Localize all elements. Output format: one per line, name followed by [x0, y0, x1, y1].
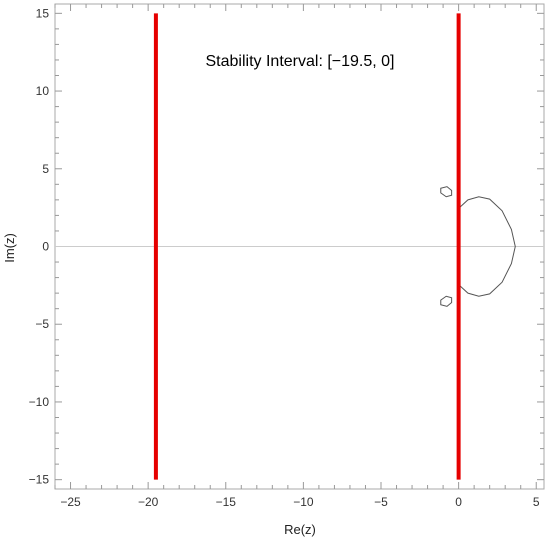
stability-contour-0 — [458, 196, 516, 297]
x-tick-label: −15 — [216, 495, 237, 509]
y-tick-label: 15 — [36, 6, 50, 20]
stability-contour-2 — [440, 295, 453, 307]
stability-contours — [440, 186, 516, 307]
y-tick-label: 5 — [42, 162, 49, 176]
y-tick-label: −5 — [35, 317, 49, 331]
x-tick-labels: −25 −20 −15 −10 −5 0 5 — [60, 495, 540, 509]
y-tick-label: 0 — [42, 240, 49, 254]
x-tick-label: −25 — [60, 495, 81, 509]
axis-ticks — [54, 4, 544, 489]
x-tick-label: 0 — [455, 495, 462, 509]
x-tick-label: 5 — [533, 495, 540, 509]
x-tick-label: −5 — [374, 495, 388, 509]
y-tick-label: −10 — [29, 395, 50, 409]
x-tick-label: −20 — [138, 495, 159, 509]
stability-interval-annotation: Stability Interval: [−19.5, 0] — [206, 53, 395, 70]
y-tick-label: 10 — [36, 84, 50, 98]
y-tick-labels: −15 −10 −5 0 5 10 15 — [29, 6, 50, 486]
stability-contour-1 — [440, 186, 453, 198]
x-tick-label: −10 — [293, 495, 314, 509]
y-axis-title: Im(z) — [2, 233, 17, 263]
x-axis-title: Re(z) — [284, 522, 316, 537]
y-tick-label: −15 — [29, 473, 50, 487]
